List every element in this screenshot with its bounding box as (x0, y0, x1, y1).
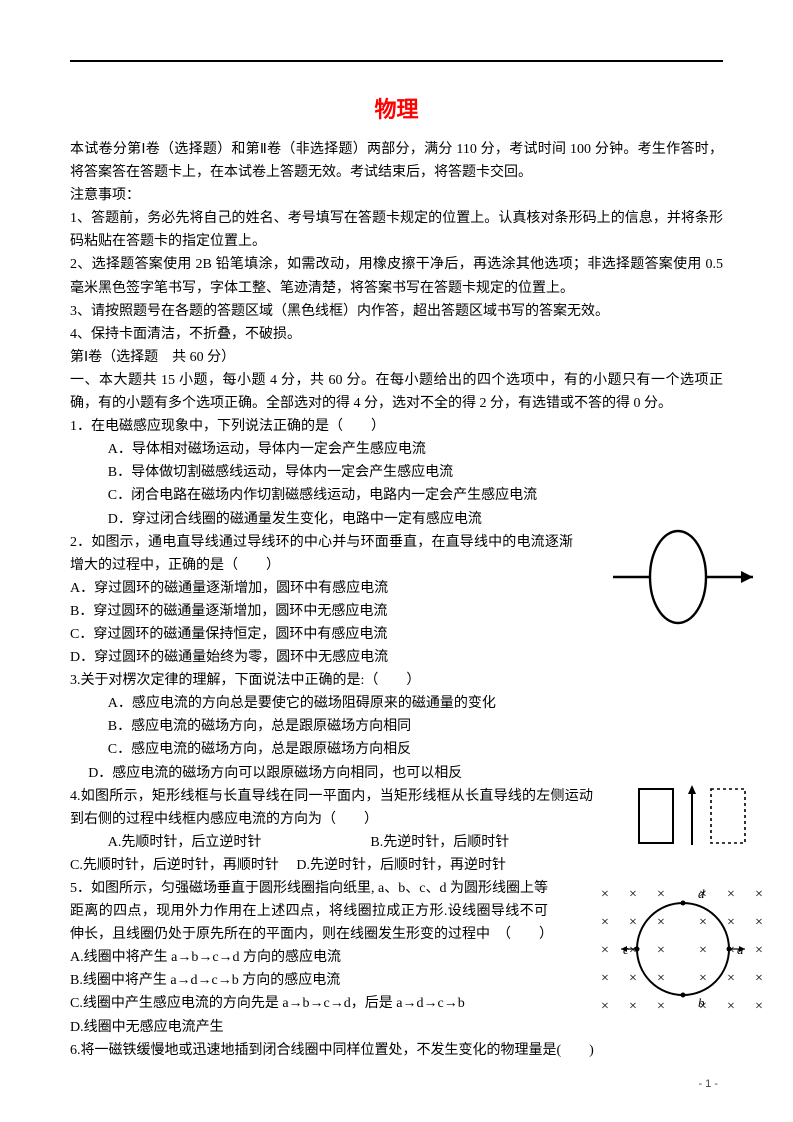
question-1: 1．在电磁感应现象中，下列说法正确的是（ ） A．导体相对磁场运动，导体内一定会… (70, 415, 723, 530)
svg-text:×: × (727, 887, 735, 902)
svg-text:×: × (629, 887, 637, 902)
intro-5: 4、保持卡面清洁，不折叠，不破损。 (70, 323, 723, 346)
page-number: - 1 - (698, 1078, 718, 1090)
q3-B: B．感应电流的磁场方向，总是跟原磁场方向相同 (70, 715, 723, 738)
question-5: ×××××××××××××××××××××××××××××× a b c d 5… (70, 877, 723, 1039)
svg-text:×: × (629, 971, 637, 986)
svg-text:×: × (657, 971, 665, 986)
page: 物理 本试卷分第Ⅰ卷（选择题）和第Ⅱ卷（非选择题）两部分，满分 110 分，考试… (0, 0, 793, 1122)
q1-B: B．导体做切割磁感线运动，导体内一定会产生感应电流 (70, 461, 723, 484)
q4-A: A.先顺时针，后立逆时针 (70, 831, 370, 854)
question-3: 3.关于对楞次定律的理解，下面说法中正确的是:（ ） A．感应电流的方向总是要使… (70, 669, 723, 784)
svg-text:×: × (657, 999, 665, 1014)
svg-text:×: × (699, 943, 707, 958)
question-2: 2．如图示，通电直导线通过导线环的中心并与环面垂直，在直导线中的电流逐渐增大的过… (70, 531, 723, 670)
svg-text:×: × (755, 999, 763, 1014)
top-rule (70, 60, 723, 62)
question-4: 4.如图所示，矩形线框与长直导线在同一平面内，当矩形线框从长直导线的左侧运动到右… (70, 785, 723, 877)
svg-text:×: × (601, 915, 609, 930)
intro-3: 2、选择题答案使用 2B 铅笔填涂，如需改动，用橡皮擦干净后，再选涂其他选项；非… (70, 253, 723, 299)
q4-figure-rect-wire-icon (633, 785, 753, 847)
svg-text:×: × (601, 943, 609, 958)
q2-D: D．穿过圆环的磁通量始终为零，圆环中无感应电流 (70, 646, 723, 669)
q4-D: D.先逆时针，后顺时针，再逆时针 (296, 858, 506, 873)
q5-label-d: d (698, 886, 705, 901)
q5-figure-circle-field-icon: ×××××××××××××××××××××××××××××× a b c d (593, 873, 763, 1018)
svg-text:×: × (657, 943, 665, 958)
intro-6: 第Ⅰ卷（选择题 共 60 分） (70, 346, 723, 369)
q1-A: A．导体相对磁场运动，导体内一定会产生感应电流 (70, 438, 723, 461)
svg-text:×: × (629, 915, 637, 930)
q3-D: D．感应电流的磁场方向可以跟原磁场方向相同，也可以相反 (70, 762, 723, 785)
q5-D: D.线圈中无感应电流产生 (70, 1016, 723, 1039)
intro-2: 1、答题前，务必先将自己的姓名、考号填写在答题卡规定的位置上。认真核对条形码上的… (70, 207, 723, 253)
q3-A: A．感应电流的方向总是要使它的磁场阻碍原来的磁通量的变化 (70, 692, 723, 715)
svg-text:×: × (755, 887, 763, 902)
intro-1: 注意事项： (70, 184, 723, 207)
q1-stem: 1．在电磁感应现象中，下列说法正确的是（ ） (70, 415, 723, 438)
svg-text:×: × (629, 999, 637, 1014)
svg-text:×: × (755, 915, 763, 930)
q4-stem: 4.如图所示，矩形线框与长直导线在同一平面内，当矩形线框从长直导线的左侧运动到右… (70, 785, 723, 831)
svg-text:×: × (657, 887, 665, 902)
q4-B: B.先逆时针，后顺时针 (370, 831, 509, 854)
svg-text:×: × (727, 915, 735, 930)
intro-0: 本试卷分第Ⅰ卷（选择题）和第Ⅱ卷（非选择题）两部分，满分 110 分，考试时间 … (70, 138, 723, 184)
svg-text:×: × (699, 915, 707, 930)
q3-stem: 3.关于对楞次定律的理解，下面说法中正确的是:（ ） (70, 669, 723, 692)
q1-C: C．闭合电路在磁场内作切割磁感线运动，电路内一定会产生感应电流 (70, 484, 723, 507)
svg-text:×: × (601, 999, 609, 1014)
question-6: 6.将一磁铁缓慢地或迅速地插到闭合线圈中同样位置处，不发生变化的物理量是( ) (70, 1039, 723, 1062)
q5-label-b: b (698, 995, 705, 1010)
svg-text:×: × (727, 999, 735, 1014)
q3-C: C．感应电流的磁场方向，总是跟原磁场方向相反 (70, 738, 723, 761)
q6-stem: 6.将一磁铁缓慢地或迅速地插到闭合线圈中同样位置处，不发生变化的物理量是( ) (70, 1039, 723, 1062)
body: 本试卷分第Ⅰ卷（选择题）和第Ⅱ卷（非选择题）两部分，满分 110 分，考试时间 … (70, 138, 723, 1062)
q2-figure-ellipse-wire-icon (613, 527, 763, 627)
svg-text:×: × (657, 915, 665, 930)
svg-text:×: × (601, 887, 609, 902)
intro-4: 3、请按照题号在各题的答题区域（黑色线框）内作答，超出答题区域书写的答案无效。 (70, 300, 723, 323)
page-title: 物理 (70, 92, 723, 124)
intro-7: 一、本大题共 15 小题，每小题 4 分，共 60 分。在每小题给出的四个选项中… (70, 369, 723, 415)
svg-text:×: × (699, 971, 707, 986)
svg-text:×: × (727, 971, 735, 986)
q4-C: C.先顺时针，后逆时针，再顺时针 (70, 858, 279, 873)
svg-text:×: × (601, 971, 609, 986)
svg-text:×: × (755, 971, 763, 986)
svg-text:×: × (755, 943, 763, 958)
